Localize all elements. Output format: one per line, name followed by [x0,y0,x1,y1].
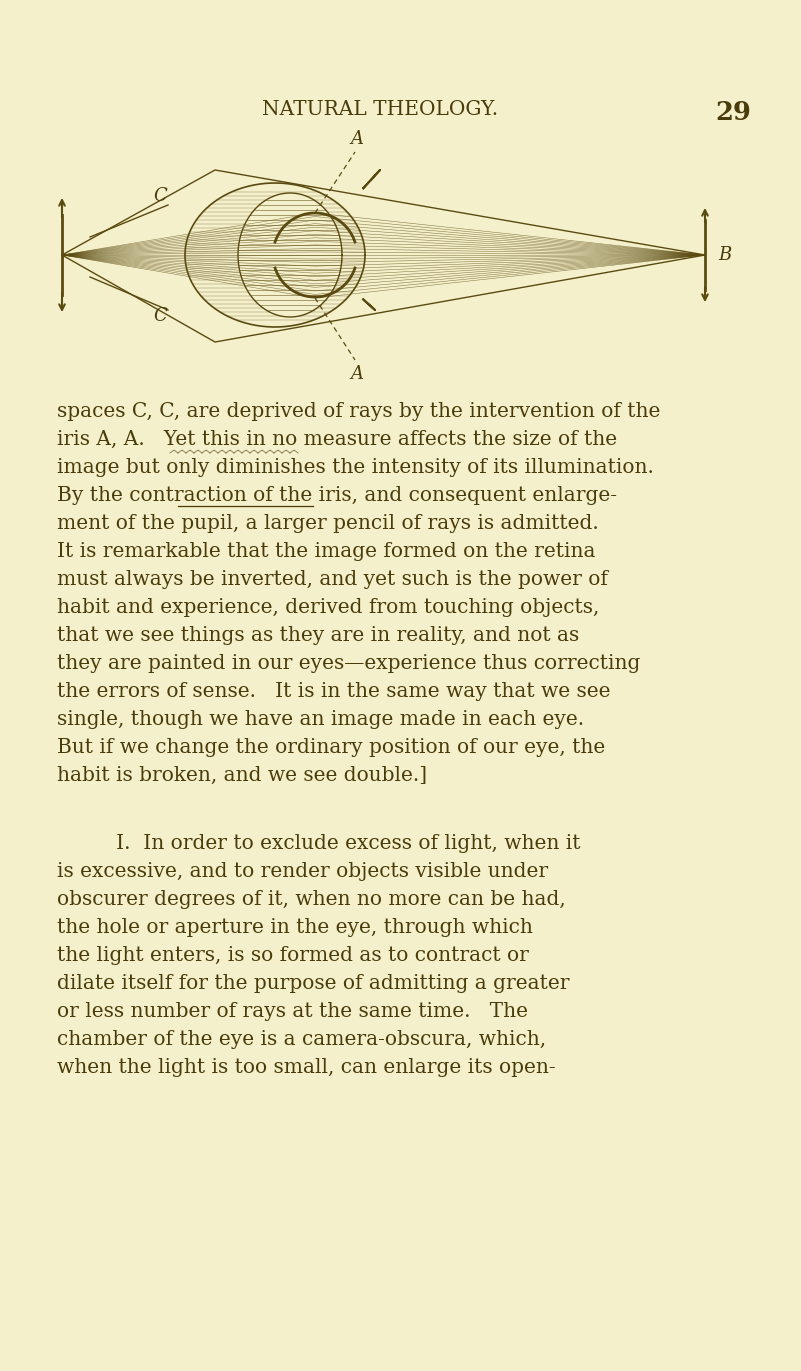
Text: B: B [718,245,731,265]
Text: they are painted in our eyes—experience thus correcting: they are painted in our eyes—experience … [57,654,640,673]
Text: C: C [153,186,167,206]
Text: single, though we have an image made in each eye.: single, though we have an image made in … [57,710,584,729]
Text: habit and experience, derived from touching objects,: habit and experience, derived from touch… [57,598,599,617]
Text: chamber of the eye is a camera-obscura, which,: chamber of the eye is a camera-obscura, … [57,1030,546,1049]
Text: A: A [351,130,364,148]
Text: the errors of sense.   It is in the same way that we see: the errors of sense. It is in the same w… [57,681,610,701]
Text: iris A, A.   Yet this in no measure affects the size of the: iris A, A. Yet this in no measure affect… [57,430,617,448]
Text: when the light is too small, can enlarge its open-: when the light is too small, can enlarge… [57,1058,556,1078]
Text: But if we change the ordinary position of our eye, the: But if we change the ordinary position o… [57,738,606,757]
Text: the light enters, is so formed as to contract or: the light enters, is so formed as to con… [57,946,529,965]
Text: is excessive, and to render objects visible under: is excessive, and to render objects visi… [57,862,548,882]
Text: A: A [351,365,364,383]
Text: 29: 29 [715,100,751,125]
Text: or less number of rays at the same time.   The: or less number of rays at the same time.… [57,1002,528,1021]
Text: C: C [153,307,167,325]
Text: image but only diminishes the intensity of its illumination.: image but only diminishes the intensity … [57,458,654,477]
Text: must always be inverted, and yet such is the power of: must always be inverted, and yet such is… [57,570,608,590]
Text: By the contraction of the iris, and consequent enlarge-: By the contraction of the iris, and cons… [57,485,617,505]
Text: dilate itself for the purpose of admitting a greater: dilate itself for the purpose of admitti… [57,973,570,993]
Text: NATURAL THEOLOGY.: NATURAL THEOLOGY. [262,100,498,119]
Text: that we see things as they are in reality, and not as: that we see things as they are in realit… [57,627,579,644]
Text: spaces C, C, are deprived of rays by the intervention of the: spaces C, C, are deprived of rays by the… [57,402,660,421]
Text: ment of the pupil, a larger pencil of rays is admitted.: ment of the pupil, a larger pencil of ra… [57,514,599,533]
Text: habit is broken, and we see double.]: habit is broken, and we see double.] [57,766,427,786]
Text: the hole or aperture in the eye, through which: the hole or aperture in the eye, through… [57,919,533,936]
Text: I.  In order to exclude excess of light, when it: I. In order to exclude excess of light, … [97,834,581,853]
Text: It is remarkable that the image formed on the retina: It is remarkable that the image formed o… [57,542,595,561]
Text: obscurer degrees of it, when no more can be had,: obscurer degrees of it, when no more can… [57,890,566,909]
